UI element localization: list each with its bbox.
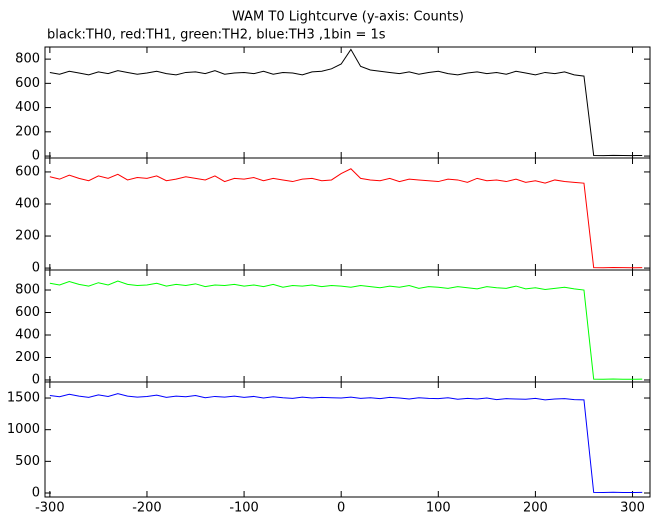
y-tick-label: 600 [15, 76, 40, 91]
lightcurve [49, 48, 643, 157]
y-tick-label: 400 [15, 327, 40, 342]
lightcurve [49, 280, 643, 380]
y-tick-label: 200 [15, 229, 40, 244]
x-tick-label: -200 [132, 501, 162, 515]
y-tick-label: 1000 [7, 422, 40, 437]
y-tick-label: 200 [15, 350, 40, 365]
chart-subtitle: black:TH0, red:TH1, green:TH2, blue:TH3 … [47, 28, 386, 43]
y-tick-label: 800 [15, 283, 40, 298]
panel-frame [44, 46, 651, 159]
y-tick-label: 400 [15, 196, 40, 211]
panel-frame [44, 381, 651, 498]
y-tick-label: 200 [15, 124, 40, 139]
y-tick-label: 0 [32, 372, 40, 387]
x-tick-label: 200 [523, 501, 548, 515]
y-tick-label: 800 [15, 52, 40, 67]
y-tick-label: 0 [32, 261, 40, 276]
y-tick-label: 500 [15, 454, 40, 469]
x-tick-label: -300 [35, 501, 65, 515]
panel-frame [44, 157, 651, 271]
y-tick-label: 600 [15, 164, 40, 179]
x-tick-label: 100 [426, 501, 451, 515]
lightcurve [49, 393, 643, 494]
y-tick-label: 1500 [7, 391, 40, 406]
x-tick-label: -100 [229, 501, 259, 515]
y-tick-label: 0 [32, 486, 40, 501]
y-tick-label: 0 [32, 149, 40, 164]
lightcurve [49, 168, 643, 269]
y-tick-label: 600 [15, 305, 40, 320]
x-tick-label: 300 [620, 501, 645, 515]
x-tick-label: 0 [337, 501, 345, 515]
chart-title: WAM T0 Lightcurve (y-axis: Counts) [232, 10, 464, 25]
y-tick-label: 400 [15, 100, 40, 115]
